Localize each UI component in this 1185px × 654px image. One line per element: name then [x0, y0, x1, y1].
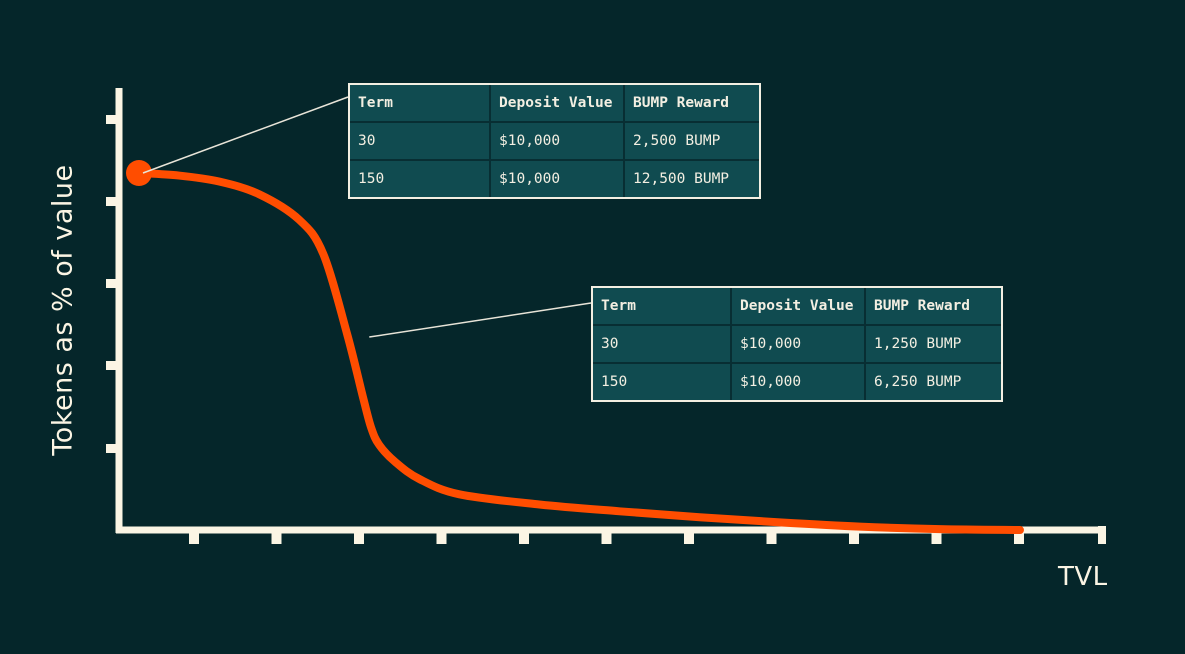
reward-table: Term Deposit Value BUMP Reward 30 $10,00…	[350, 85, 759, 197]
reward-cell: 2,500 BUMP	[624, 121, 759, 162]
y-axis-tick	[106, 115, 119, 124]
callout-leader-line	[369, 302, 592, 338]
x-axis-tick	[354, 530, 364, 544]
x-axis-tick	[436, 530, 447, 544]
deposit-cell: $10,000	[731, 363, 866, 400]
x-axis-end-tick	[1098, 526, 1106, 544]
y-axis-tick	[106, 361, 119, 370]
x-axis-tick	[601, 530, 612, 544]
callout-table-low-reward: Term Deposit Value BUMP Reward 30 $10,00…	[591, 286, 1003, 402]
reward-cell: 12,500 BUMP	[633, 171, 730, 188]
term-cell: 150	[593, 363, 732, 400]
table-row: 30 $10,000 1,250 BUMP	[593, 324, 1001, 365]
deposit-cell: $10,000	[490, 121, 625, 162]
y-axis-tick	[106, 197, 119, 206]
x-axis-tick	[519, 530, 529, 544]
table-row: 150 $10,000 6,250 BUMP	[593, 363, 1001, 400]
term-cell: 30	[350, 121, 491, 162]
table-row: 30 $10,000 2,500 BUMP	[350, 121, 759, 162]
x-axis-tick	[766, 530, 777, 544]
x-axis-tick	[271, 530, 282, 544]
x-axis-tick	[189, 530, 199, 544]
x-axis-tick	[684, 530, 694, 544]
column-header: BUMP Reward	[624, 85, 759, 123]
series-line	[135, 169, 1024, 534]
reward-cell: 6,250 BUMP	[874, 374, 962, 391]
column-header: Term	[593, 288, 732, 326]
callout-leader-line	[142, 96, 349, 174]
y-axis-tick	[106, 279, 119, 288]
x-axis-label: TVL	[1058, 562, 1108, 592]
callout-table-high-reward: Term Deposit Value BUMP Reward 30 $10,00…	[348, 83, 761, 199]
deposit-cell: $10,000	[731, 324, 866, 365]
column-header: Deposit Value	[731, 288, 866, 326]
x-axis-tick	[1014, 530, 1024, 544]
table-row: 150 $10,000 12,500 BUMP	[350, 160, 759, 197]
table-header-row: Term Deposit Value BUMP Reward	[593, 288, 1001, 326]
y-axis-label: Tokens as % of value	[47, 164, 79, 456]
x-axis-tick	[849, 530, 859, 544]
reward-cell: 1,250 BUMP	[865, 324, 1001, 365]
term-cell: 30	[593, 324, 732, 365]
table-header-row: Term Deposit Value BUMP Reward	[350, 85, 759, 123]
column-header: Deposit Value	[490, 85, 625, 123]
column-header: Term	[350, 85, 491, 123]
column-header: BUMP Reward	[865, 288, 1001, 326]
x-axis-tick	[931, 530, 942, 544]
term-cell: 150	[350, 160, 491, 197]
deposit-cell: $10,000	[490, 160, 625, 197]
reward-table: Term Deposit Value BUMP Reward 30 $10,00…	[593, 288, 1001, 400]
highlight-point	[126, 160, 152, 186]
y-axis-tick	[106, 444, 119, 453]
